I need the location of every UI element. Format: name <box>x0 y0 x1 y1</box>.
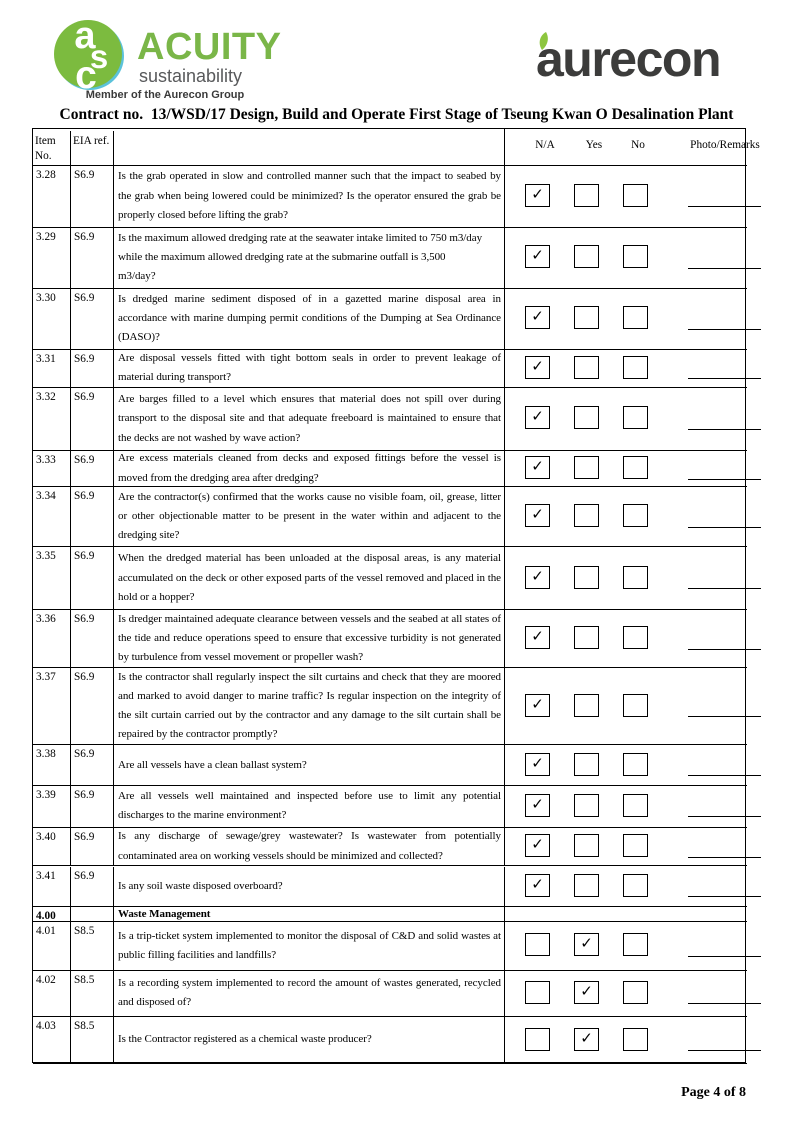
svg-text:c: c <box>75 54 97 92</box>
svg-text:aurecon: aurecon <box>536 31 720 85</box>
